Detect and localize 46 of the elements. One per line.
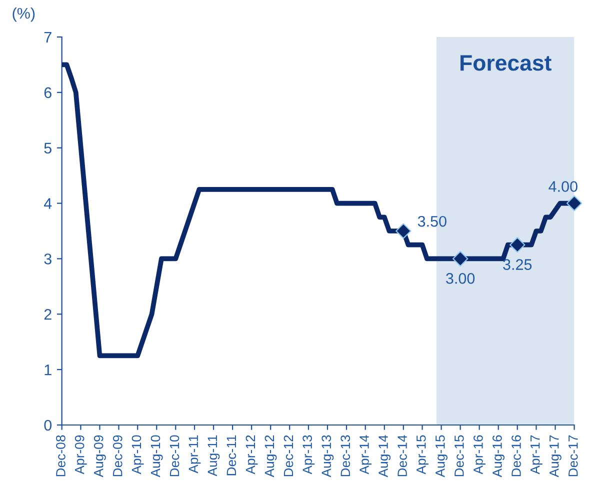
y-tick-label: 4 (44, 198, 52, 209)
x-tick-label: Dec-09 (112, 435, 122, 476)
x-tick-label: Aug-10 (150, 435, 163, 478)
y-tick-label: 3 (44, 254, 52, 264)
x-tick-label: Dec-10 (170, 435, 180, 476)
x-tick-label: Apr-11 (188, 435, 201, 474)
data-label: 3.25 (503, 259, 532, 270)
y-tick-label: 1 (44, 364, 52, 376)
x-tick-label: Dec-13 (340, 435, 350, 476)
point (510, 237, 526, 253)
data-label: 3.00 (446, 273, 475, 284)
x-tick-label: Aug-09 (94, 435, 106, 478)
point (566, 195, 582, 212)
x-tick-label: Apr-14 (360, 435, 372, 474)
x-tick-label: Aug-11 (208, 435, 220, 476)
x-tick-label: Apr-10 (132, 435, 144, 474)
x-tick-label: Apr-09 (74, 435, 87, 474)
x-tick-label: Apr-12 (246, 435, 258, 474)
y-tick-label: 7 (44, 32, 52, 43)
data-label: 3.50 (418, 216, 446, 227)
y-axis-title: (%) (12, 8, 35, 22)
x-tick-label: Dec-12 (284, 435, 294, 476)
y-tick-label: 2 (44, 309, 52, 320)
x-tick-label: Aug-17 (550, 435, 562, 478)
y-tick-label: 0 (44, 420, 52, 431)
x-tick-label: Dec-16 (512, 435, 521, 476)
x-tick-label: Aug-12 (264, 435, 277, 478)
x-tick-label: Dec-11 (226, 435, 236, 476)
x-tick-label: Aug-14 (378, 435, 391, 478)
x-tick-label: Apr-16 (474, 435, 486, 474)
point (452, 250, 468, 267)
x-tick-label: Aug-16 (492, 435, 505, 478)
band-label: Forecast (460, 55, 552, 71)
x-tick-label: Aug-15 (436, 435, 448, 478)
x-tick-label: Apr-15 (416, 435, 428, 474)
x-tick-label: Apr-13 (302, 435, 315, 474)
x-tick-label: Dec-14 (398, 435, 407, 476)
x-tick-label: Apr-17 (530, 435, 542, 474)
data-label: 4.00 (548, 181, 578, 192)
x-tick-label: Dec-08 (56, 435, 66, 476)
y-tick-label: 5 (44, 142, 52, 154)
point (396, 223, 412, 239)
x-tick-label: Aug-13 (322, 435, 334, 478)
y-tick-label: 6 (44, 87, 52, 98)
x-tick-label: Dec-15 (454, 435, 464, 476)
x-tick-label: Dec-17 (568, 435, 578, 476)
